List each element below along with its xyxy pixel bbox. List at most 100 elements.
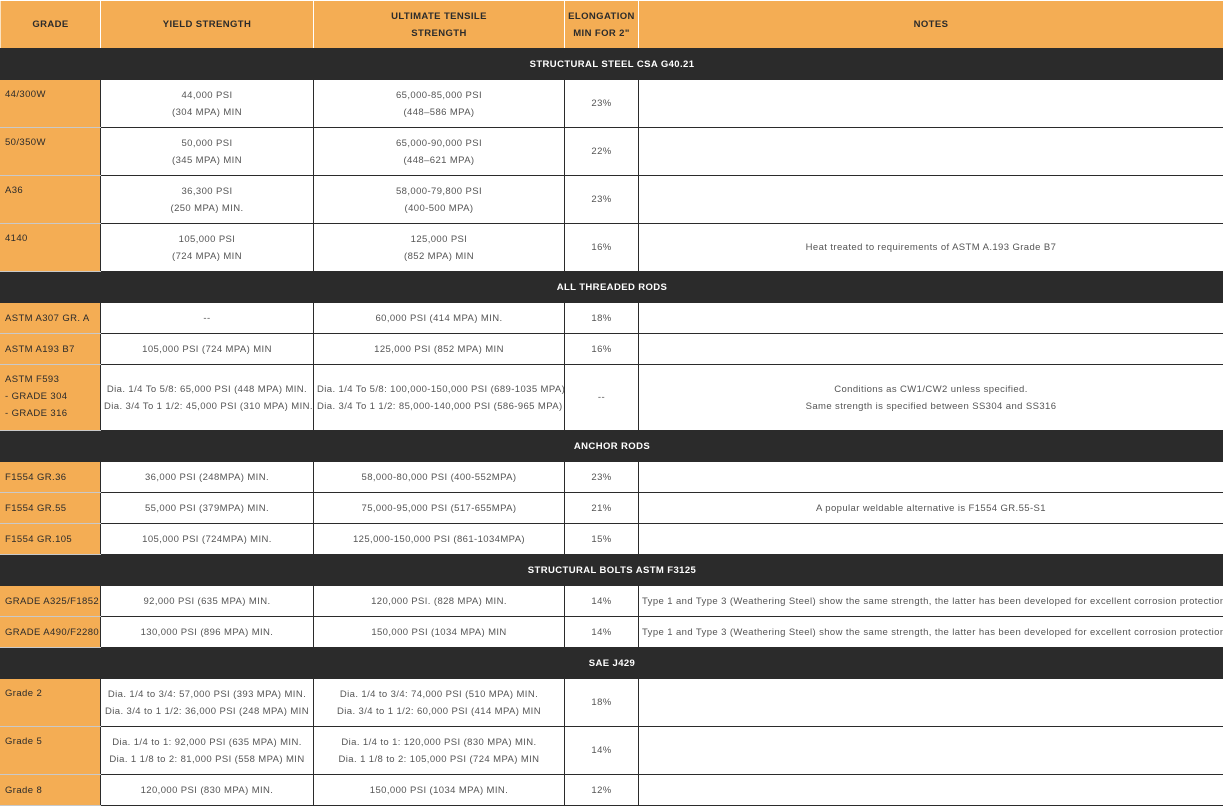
- cell-line: (250 MPA) MIN.: [170, 202, 244, 214]
- cell-line: A36: [5, 185, 24, 196]
- yield-strength-cell: Dia. 1/4 to 1: 92,000 PSI (635 MPA) MIN.…: [100, 726, 314, 775]
- cell-line: 55,000 PSI (379MPA) MIN.: [145, 502, 269, 514]
- notes-cell: [638, 774, 1223, 806]
- cell-line: ASTM A307 GR. A: [5, 312, 90, 324]
- cell-line: GRADE: [32, 19, 69, 30]
- grade-cell: A36: [0, 175, 101, 224]
- tensile-strength-cell: Dia. 1/4 To 5/8: 100,000-150,000 PSI (68…: [313, 364, 566, 431]
- tensile-strength-cell: 125,000 PSI (852 MPA) MIN: [313, 223, 565, 272]
- elongation-cell: 14%: [564, 726, 639, 775]
- notes-cell: [638, 678, 1223, 727]
- notes-cell: [638, 175, 1223, 224]
- yield-strength-cell: Dia. 1/4 to 3/4: 57,000 PSI (393 MPA) MI…: [100, 678, 314, 727]
- yield-strength-cell: 105,000 PSI (724 MPA) MIN: [100, 333, 314, 365]
- section-title: ANCHOR RODS: [0, 430, 1223, 462]
- yield-strength-cell: 44,000 PSI (304 MPA) MIN: [100, 79, 314, 128]
- grade-cell: 4140: [0, 223, 101, 272]
- cell-line: (304 MPA) MIN: [172, 106, 242, 118]
- cell-line: 150,000 PSI (1034 MPA) MIN: [371, 626, 507, 638]
- elongation-cell: --: [564, 364, 639, 431]
- cell-line: Dia. 1/4 To 5/8: 100,000-150,000 PSI (68…: [317, 383, 566, 395]
- cell-line: Same strength is specified between SS304…: [805, 400, 1057, 412]
- tensile-strength-cell: 65,000-90,000 PSI (448–621 MPA): [313, 127, 565, 176]
- notes-cell: [638, 127, 1223, 176]
- tensile-strength-cell: 58,000-79,800 PSI (400-500 MPA): [313, 175, 565, 224]
- tensile-strength-cell: Dia. 1/4 to 1: 120,000 PSI (830 MPA) MIN…: [313, 726, 565, 775]
- cell-line: 105,000 PSI (724 MPA) MIN: [142, 343, 272, 355]
- grade-cell: ASTM A193 B7: [0, 333, 101, 365]
- cell-line: YIELD STRENGTH: [162, 19, 252, 30]
- cell-line: Dia. 1/4 to 3/4: 74,000 PSI (510 MPA) MI…: [339, 688, 539, 700]
- cell-line: 44,000 PSI: [181, 89, 233, 101]
- elongation-cell: 18%: [564, 678, 639, 727]
- cell-line: Heat treated to requirements of ASTM A.1…: [805, 242, 1057, 253]
- cell-line: F1554 GR.36: [5, 471, 67, 483]
- cell-line: (448–586 MPA): [403, 106, 475, 118]
- cell-line: - GRADE 304: [5, 391, 68, 402]
- cell-line: Dia. 1/4 to 1: 120,000 PSI (830 MPA) MIN…: [341, 736, 537, 748]
- cell-line: Conditions as CW1/CW2 unless specified.: [834, 383, 1028, 395]
- table-row: GRADE A490/F2280 130,000 PSI (896 MPA) MI…: [0, 616, 1223, 648]
- cell-line: 50,000 PSI: [181, 137, 233, 149]
- cell-line: F1554 GR.55: [5, 502, 67, 514]
- column-header-notes: NOTES: [638, 0, 1223, 49]
- cell-line: Dia. 1/4 to 1: 92,000 PSI (635 MPA) MIN.: [112, 736, 302, 748]
- table-row: 44/300W 44,000 PSI (304 MPA) MIN 65,000-85,…: [0, 79, 1223, 128]
- cell-line: (852 MPA) MIN: [404, 250, 474, 262]
- section-header: ALL THREADED RODS: [0, 271, 1223, 303]
- section-title: SAE J429: [0, 647, 1223, 679]
- cell-line: ULTIMATE TENSILE: [391, 10, 487, 22]
- cell-line: Dia. 1/4 to 3/4: 57,000 PSI (393 MPA) MI…: [107, 688, 307, 700]
- notes-cell: [638, 461, 1223, 493]
- column-header-elongation: ELONGATION MIN FOR 2": [564, 0, 639, 49]
- cell-line: 58,000-80,000 PSI (400-552MPA): [361, 471, 517, 483]
- elongation-cell: 14%: [564, 585, 639, 617]
- cell-line: 75,000-95,000 PSI (517-655MPA): [361, 502, 517, 514]
- cell-line: (724 MPA) MIN: [172, 250, 242, 262]
- cell-line: 58,000-79,800 PSI: [395, 185, 483, 197]
- tensile-strength-cell: 120,000 PSI. (828 MPA) MIN.: [313, 585, 565, 617]
- cell-line: Dia. 3/4 to 1 1/2: 36,000 PSI (248 MPA) …: [105, 705, 309, 717]
- grade-cell: GRADE A490/F2280: [0, 616, 101, 648]
- section-header: ANCHOR RODS: [0, 430, 1223, 462]
- table-row: GRADE A325/F1852 92,000 PSI (635 MPA) MIN…: [0, 585, 1223, 617]
- notes-cell: A popular weldable alternative is F1554 …: [638, 492, 1223, 524]
- section-title: ALL THREADED RODS: [0, 271, 1223, 303]
- table-row: ASTM A307 GR. A -- 60,000 PSI (414 MPA) MI…: [0, 302, 1223, 334]
- table-row: 50/350W 50,000 PSI (345 MPA) MIN 65,000-90,…: [0, 127, 1223, 176]
- table-row: Grade 8 120,000 PSI (830 MPA) MIN. 150,000…: [0, 774, 1223, 806]
- tensile-strength-cell: 125,000 PSI (852 MPA) MIN: [313, 333, 565, 365]
- grade-cell: GRADE A325/F1852: [0, 585, 101, 617]
- cell-line: NOTES: [913, 19, 949, 30]
- yield-strength-cell: 36,000 PSI (248MPA) MIN.: [100, 461, 314, 493]
- grade-cell: F1554 GR.105: [0, 523, 101, 555]
- elongation-cell: 16%: [564, 333, 639, 365]
- cell-line: ELONGATION: [568, 10, 635, 22]
- yield-strength-cell: 120,000 PSI (830 MPA) MIN.: [100, 774, 314, 806]
- table-row: F1554 GR.36 36,000 PSI (248MPA) MIN. 58,00…: [0, 461, 1223, 493]
- tensile-strength-cell: 150,000 PSI (1034 MPA) MIN: [313, 616, 565, 648]
- notes-cell: Heat treated to requirements of ASTM A.1…: [638, 223, 1223, 272]
- cell-line: 130,000 PSI (896 MPA) MIN.: [140, 626, 274, 638]
- cell-line: Dia. 1 1/8 to 2: 105,000 PSI (724 MPA) M…: [338, 753, 540, 765]
- elongation-cell: 16%: [564, 223, 639, 272]
- cell-line: 125,000 PSI: [410, 233, 468, 245]
- yield-strength-cell: 50,000 PSI (345 MPA) MIN: [100, 127, 314, 176]
- cell-line: 44/300W: [5, 89, 46, 100]
- elongation-cell: 23%: [564, 175, 639, 224]
- tensile-strength-cell: 75,000-95,000 PSI (517-655MPA): [313, 492, 565, 524]
- cell-line: ASTM A193 B7: [5, 343, 75, 355]
- yield-strength-cell: 105,000 PSI (724MPA) MIN.: [100, 523, 314, 555]
- cell-line: 36,000 PSI (248MPA) MIN.: [145, 471, 269, 483]
- notes-cell: Type 1 and Type 3 (Weathering Steel) sho…: [638, 585, 1223, 617]
- table-row: F1554 GR.55 55,000 PSI (379MPA) MIN. 75,00…: [0, 492, 1223, 524]
- notes-cell: [638, 523, 1223, 555]
- elongation-cell: 15%: [564, 523, 639, 555]
- column-header-grade: GRADE: [0, 0, 101, 49]
- grade-cell: 50/350W: [0, 127, 101, 176]
- cell-line: F1554 GR.105: [5, 533, 73, 545]
- notes-cell: Type 1 and Type 3 (Weathering Steel) sho…: [638, 616, 1223, 648]
- yield-strength-cell: 36,300 PSI (250 MPA) MIN.: [100, 175, 314, 224]
- cell-line: 50/350W: [5, 137, 46, 148]
